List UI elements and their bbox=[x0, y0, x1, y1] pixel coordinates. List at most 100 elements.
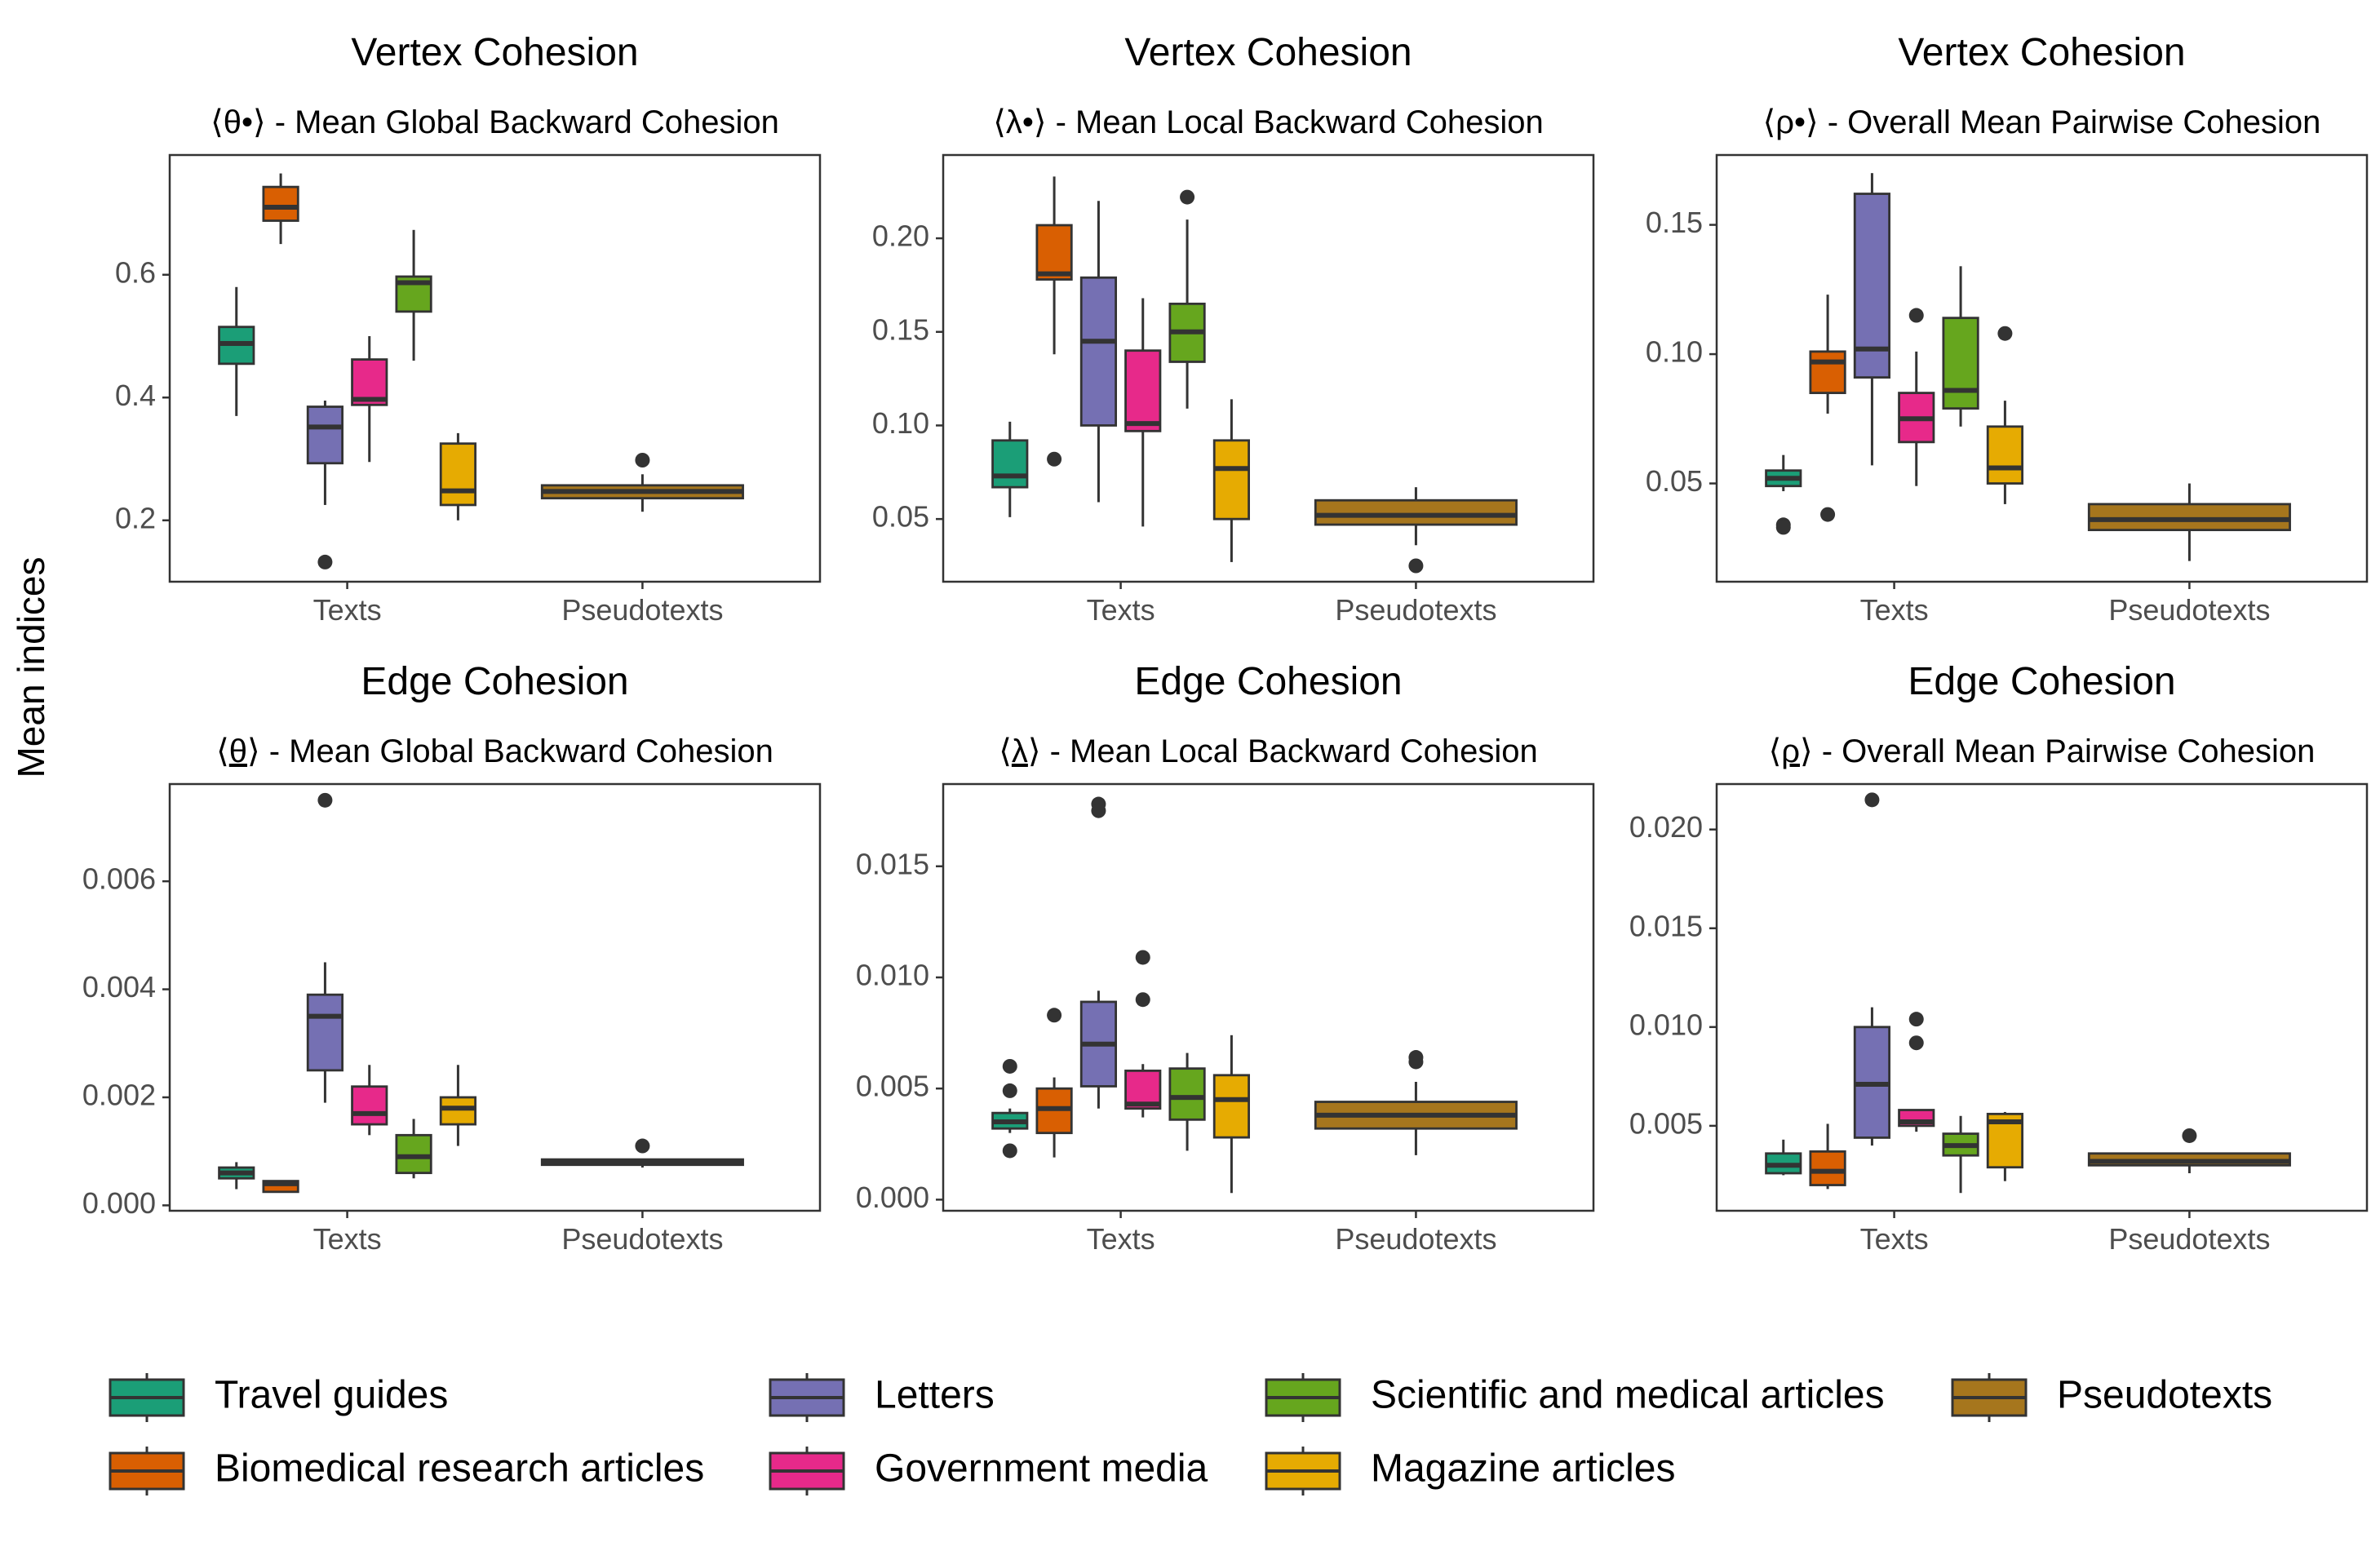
legend-item-government-media: Government media bbox=[769, 1447, 1208, 1495]
outlier-point bbox=[1908, 1012, 1924, 1027]
outlier-point bbox=[1997, 326, 2013, 341]
legend-item-magazine-articles: Magazine articles bbox=[1265, 1447, 1676, 1495]
panel-title: Vertex Cohesion bbox=[1898, 31, 2185, 74]
legend-label: Letters bbox=[875, 1374, 995, 1417]
box-iqr bbox=[1035, 224, 1073, 281]
box-pseudotexts bbox=[1314, 487, 1518, 574]
y-tick-label: 0.20 bbox=[872, 219, 929, 253]
box-travel-guides bbox=[991, 421, 1029, 517]
y-tick-label: 0.020 bbox=[1629, 810, 1703, 844]
x-tick-label: Texts bbox=[1860, 593, 1929, 627]
panel-subtitle: ⟨λ⟩ - Mean Local Backward Cohesion bbox=[999, 733, 1537, 769]
y-tick-label: 0.002 bbox=[82, 1078, 156, 1111]
box-government-media bbox=[1898, 308, 1935, 486]
y-tick-label: 0.010 bbox=[856, 959, 929, 992]
outlier-point bbox=[1047, 1008, 1062, 1023]
panel-4: Edge Cohesion ⟨θ⟩ - Mean Global Backward … bbox=[82, 660, 822, 1256]
box-government-media bbox=[351, 335, 388, 463]
box-magazine-articles bbox=[439, 432, 476, 521]
box-iqr bbox=[1168, 1067, 1206, 1121]
x-tick-label: Texts bbox=[1087, 1222, 1155, 1256]
outlier-point bbox=[1002, 1083, 1017, 1098]
y-tick-label: 0.05 bbox=[872, 500, 929, 534]
legend-label: Pseudotexts bbox=[2057, 1374, 2272, 1417]
outlier-point bbox=[1908, 1035, 1924, 1051]
box-biomedical-research-articles bbox=[262, 1180, 299, 1194]
box-iqr bbox=[991, 439, 1029, 489]
box-pseudotexts bbox=[540, 1138, 744, 1168]
panel-title: Vertex Cohesion bbox=[351, 31, 638, 74]
legend-item-scientific-and-medical-articles: Scientific and medical articles bbox=[1265, 1373, 1885, 1422]
box-magazine-articles bbox=[1986, 326, 2023, 504]
box-iqr bbox=[306, 405, 344, 465]
outlier-point bbox=[1135, 950, 1150, 965]
box-iqr bbox=[1212, 439, 1250, 521]
panel-3: Vertex Cohesion ⟨ρ•⟩ - Overall Mean Pairw… bbox=[1646, 31, 2369, 627]
box-letters bbox=[1079, 201, 1118, 503]
legend-label: Scientific and medical articles bbox=[1371, 1374, 1885, 1417]
box-letters bbox=[1853, 792, 1891, 1146]
x-tick-label: Pseudotexts bbox=[1335, 1222, 1496, 1256]
y-tick-label: 0.15 bbox=[872, 312, 929, 346]
outlier-point bbox=[1047, 451, 1062, 467]
legend-label: Travel guides bbox=[215, 1374, 448, 1417]
box-biomedical-research-articles bbox=[1035, 1008, 1073, 1158]
outlier-point bbox=[1408, 1050, 1424, 1066]
y-tick-label: 0.006 bbox=[82, 862, 156, 896]
box-iqr bbox=[439, 1096, 476, 1126]
box-magazine-articles bbox=[1986, 1111, 2023, 1181]
box-letters bbox=[306, 401, 344, 569]
outlier-point bbox=[1002, 1143, 1017, 1159]
panel-5: Edge Cohesion ⟨λ⟩ - Mean Local Backward C… bbox=[856, 660, 1595, 1256]
outlier-point bbox=[1002, 1058, 1017, 1074]
box-biomedical-research-articles bbox=[1809, 1123, 1846, 1190]
panel-border bbox=[1715, 153, 2369, 583]
outlier-point bbox=[1135, 992, 1150, 1008]
y-tick-label: 0.005 bbox=[856, 1070, 929, 1103]
box-iqr bbox=[1986, 425, 2023, 485]
y-tick-label: 0.015 bbox=[856, 847, 929, 880]
x-tick-label: Texts bbox=[1087, 593, 1155, 627]
box-biomedical-research-articles bbox=[1809, 295, 1846, 522]
box-pseudotexts bbox=[1314, 1050, 1518, 1155]
box-letters bbox=[1079, 796, 1118, 1109]
y-tick-label: 0.10 bbox=[872, 406, 929, 440]
y-tick-label: 0.000 bbox=[82, 1186, 156, 1220]
panel-title: Vertex Cohesion bbox=[1124, 31, 1412, 74]
box-scientific-and-medical-articles bbox=[1168, 189, 1206, 409]
box-iqr bbox=[1314, 498, 1518, 526]
outlier-point bbox=[635, 1138, 650, 1154]
panel-1: Vertex Cohesion ⟨θ•⟩ - Mean Global Backwa… bbox=[115, 31, 822, 627]
x-tick-label: Texts bbox=[1860, 1222, 1929, 1256]
panel-6: Edge Cohesion ⟨ρ⟩ - Overall Mean Pairwise… bbox=[1629, 660, 2369, 1256]
box-pseudotexts bbox=[2087, 483, 2291, 561]
box-scientific-and-medical-articles bbox=[1942, 1115, 1979, 1194]
box-iqr bbox=[351, 1085, 388, 1126]
box-government-media bbox=[351, 1065, 388, 1136]
legend-item-pseudotexts: Pseudotexts bbox=[1951, 1373, 2272, 1422]
panel-subtitle: ⟨ρ•⟩ - Overall Mean Pairwise Cohesion bbox=[1763, 104, 2321, 140]
x-tick-label: Pseudotexts bbox=[1335, 593, 1496, 627]
outlier-point bbox=[1775, 520, 1791, 535]
panel-border bbox=[1715, 782, 2369, 1212]
outlier-point bbox=[1091, 803, 1106, 818]
box-iqr bbox=[1809, 1150, 1846, 1186]
box-iqr bbox=[439, 442, 476, 507]
box-iqr bbox=[1079, 276, 1118, 427]
outlier-point bbox=[317, 792, 333, 808]
box-biomedical-research-articles bbox=[1035, 176, 1073, 467]
x-tick-label: Pseudotexts bbox=[2108, 593, 2270, 627]
box-iqr bbox=[1809, 350, 1846, 395]
panel-subtitle: ⟨ρ⟩ - Overall Mean Pairwise Cohesion bbox=[1769, 733, 2316, 769]
panel-border bbox=[942, 153, 1595, 583]
panel-border bbox=[942, 782, 1595, 1212]
box-magazine-articles bbox=[1212, 399, 1250, 562]
outlier-point bbox=[1180, 189, 1195, 205]
y-tick-label: 0.15 bbox=[1646, 206, 1703, 239]
panel-title: Edge Cohesion bbox=[361, 660, 628, 703]
y-tick-label: 0.015 bbox=[1629, 909, 1703, 942]
legend-label: Government media bbox=[875, 1447, 1208, 1491]
box-iqr bbox=[1942, 317, 1979, 410]
legend-label: Biomedical research articles bbox=[215, 1447, 704, 1491]
panel-border bbox=[168, 153, 822, 583]
